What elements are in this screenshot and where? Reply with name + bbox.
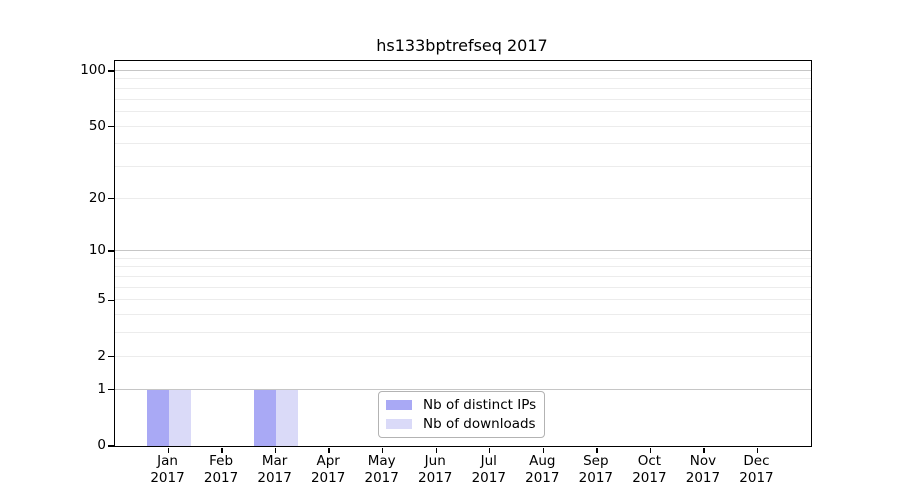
minor-gridline [115, 314, 811, 316]
legend-label-distinct-ips: Nb of distinct IPs [423, 397, 537, 413]
minor-gridline [115, 98, 811, 100]
x-tick-label: Feb 2017 [203, 453, 239, 486]
y-axis-tick [108, 299, 114, 302]
legend-item-distinct-ips: Nb of distinct IPs [386, 397, 536, 413]
y-axis-tick [108, 356, 114, 358]
minor-gridline [115, 125, 811, 127]
x-axis-tick [328, 447, 330, 453]
x-tick-label: Jun 2017 [418, 453, 453, 486]
x-tick-label: Sep 2017 [578, 453, 614, 486]
y-axis-tick [108, 445, 114, 447]
y-axis-tick [108, 250, 114, 252]
minor-gridline [115, 257, 811, 259]
major-gridline [115, 250, 811, 252]
x-tick-label: Nov 2017 [685, 453, 721, 486]
y-axis-tick [108, 389, 114, 391]
y-tick-label: 10 [88, 242, 106, 259]
x-axis-tick [542, 447, 544, 453]
legend-swatch-downloads [386, 419, 412, 429]
legend-item-downloads: Nb of downloads [386, 416, 536, 432]
x-tick-label: Aug 2017 [525, 453, 560, 486]
chart-title: hs133bptrefseq 2017 [376, 36, 548, 55]
y-tick-label: 100 [80, 62, 106, 78]
minor-gridline [115, 355, 811, 357]
legend: Nb of distinct IPs Nb of downloads [378, 391, 546, 438]
x-axis-tick [596, 447, 598, 453]
minor-gridline [115, 165, 811, 167]
x-axis-tick [649, 447, 652, 453]
minor-gridline [115, 143, 811, 145]
minor-gridline [115, 78, 811, 80]
y-tick-label: 5 [97, 291, 106, 308]
x-axis-tick [435, 447, 437, 453]
y-axis-tick [108, 125, 114, 128]
x-tick-label: Jul 2017 [471, 453, 506, 486]
legend-swatch-distinct-ips [386, 400, 412, 410]
bar-downloads [168, 389, 191, 446]
bar-distinct-ips [253, 389, 276, 446]
x-tick-label: May 2017 [364, 453, 399, 486]
y-tick-label: 50 [88, 117, 106, 134]
y-tick-label: 20 [88, 189, 106, 206]
y-tick-label: 2 [97, 347, 106, 364]
minor-gridline [115, 110, 811, 112]
x-tick-label: Oct 2017 [632, 453, 667, 486]
y-axis-tick [108, 197, 114, 200]
minor-gridline [115, 286, 811, 288]
major-gridline [115, 70, 811, 71]
x-tick-label: Dec 2017 [739, 453, 774, 486]
bar-distinct-ips [146, 389, 169, 446]
y-tick-label: 1 [97, 380, 106, 397]
minor-gridline [115, 197, 811, 199]
x-axis-tick [489, 447, 491, 453]
x-axis-tick [167, 447, 170, 453]
legend-label-downloads: Nb of downloads [423, 416, 536, 432]
x-tick-label: Mar 2017 [257, 453, 292, 486]
y-tick-label: 0 [97, 437, 106, 453]
x-tick-label: Apr 2017 [310, 453, 346, 486]
x-axis-tick [703, 447, 705, 453]
minor-gridline [115, 332, 811, 334]
x-tick-label: Jan 2017 [150, 453, 185, 486]
major-gridline [115, 388, 811, 390]
minor-gridline [115, 266, 811, 268]
x-axis-tick [756, 447, 759, 453]
plot-area [108, 60, 812, 453]
minor-gridline [115, 276, 811, 278]
minor-gridline [115, 299, 811, 301]
x-axis-tick [221, 447, 223, 453]
x-axis-tick [274, 447, 277, 453]
bar-downloads [275, 389, 298, 446]
minor-gridline [115, 87, 811, 89]
y-axis-tick [108, 70, 114, 72]
x-axis-tick [381, 447, 384, 453]
